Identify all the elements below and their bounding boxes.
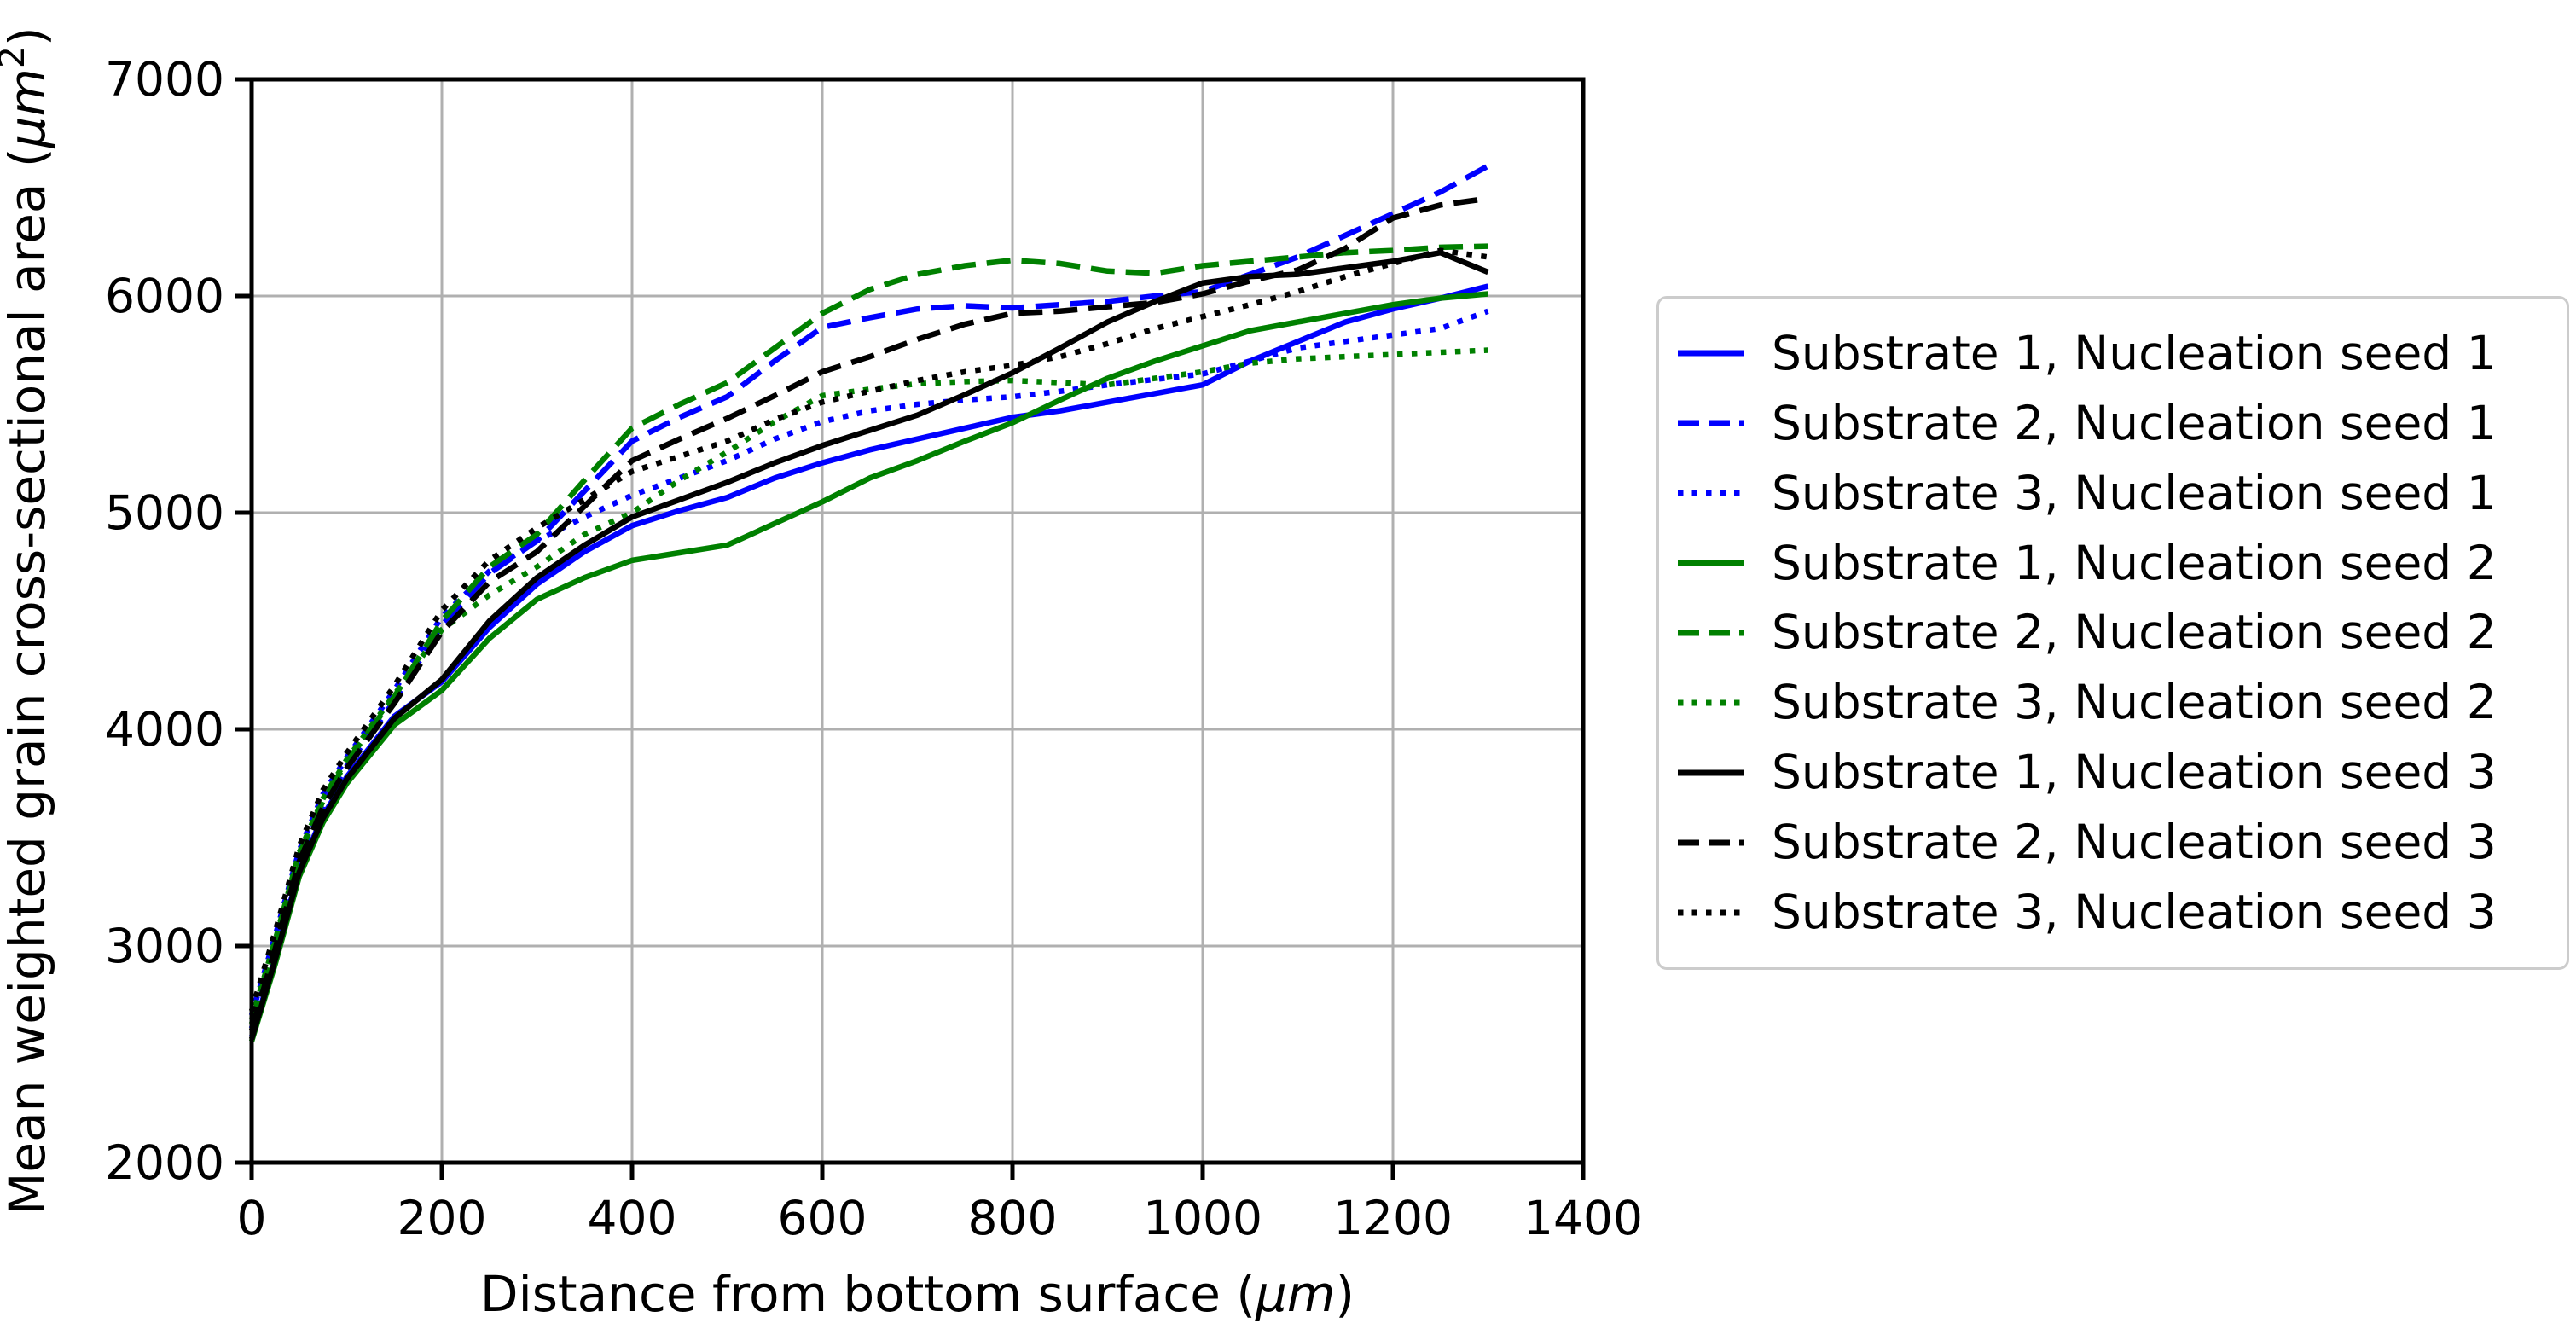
legend-item-label: Substrate 1, Nucleation seed 2 xyxy=(1772,535,2497,590)
legend-item-7: Substrate 1, Nucleation seed 3 xyxy=(1676,749,2558,796)
y-tick-label: 2000 xyxy=(105,1135,224,1190)
y-tick-label: 6000 xyxy=(105,269,224,323)
x-tick-label: 1000 xyxy=(1143,1191,1262,1245)
y-tick-label: 7000 xyxy=(105,52,224,107)
y-tick-label: 5000 xyxy=(105,485,224,540)
legend-item-3: Substrate 3, Nucleation seed 1 xyxy=(1676,465,2558,520)
x-tick-label: 0 xyxy=(237,1191,267,1245)
series-line-5 xyxy=(248,243,1488,1025)
series-line-7 xyxy=(248,249,1489,1041)
legend-item-6: Substrate 3, Nucleation seed 2 xyxy=(1676,679,2558,726)
legend-line-sample-1 xyxy=(1678,350,1744,357)
legend-item-9: Substrate 3, Nucleation seed 3 xyxy=(1676,889,2558,936)
x-tick-label: 1200 xyxy=(1333,1191,1453,1245)
legend-line-sample-9 xyxy=(1678,909,1744,916)
plot-border xyxy=(249,77,1586,1165)
series-line-9 xyxy=(248,247,1488,1013)
y-axis-label: Mean weighted grain cross-sectional area… xyxy=(0,26,56,1215)
x-tick-label: 1400 xyxy=(1523,1191,1643,1245)
axes-ticks xyxy=(235,77,1586,1180)
series-line-3 xyxy=(248,308,1489,1017)
legend-line-sample-6 xyxy=(1678,699,1744,706)
legend-line-sample-7 xyxy=(1678,769,1744,776)
x-tick-label: 600 xyxy=(778,1191,867,1245)
legend-item-2: Substrate 2, Nucleation seed 1 xyxy=(1676,395,2558,450)
legend: Substrate 1, Nucleation seed 1 Substrate … xyxy=(1656,296,2569,970)
y-tick-label: 4000 xyxy=(105,702,224,757)
x-tick-label: 400 xyxy=(588,1191,677,1245)
legend-line-sample-3 xyxy=(1678,490,1744,496)
series-line-4 xyxy=(248,291,1488,1042)
legend-item-label: Substrate 2, Nucleation seed 1 xyxy=(1772,395,2497,450)
legend-line-sample-5 xyxy=(1678,630,1744,636)
legend-item-5: Substrate 2, Nucleation seed 2 xyxy=(1676,609,2558,656)
x-tick-label: 200 xyxy=(397,1191,487,1245)
series-line-8 xyxy=(248,195,1488,1031)
legend-item-label: Substrate 3, Nucleation seed 1 xyxy=(1772,465,2497,520)
legend-item-1: Substrate 1, Nucleation seed 1 xyxy=(1676,325,2558,380)
legend-item-4: Substrate 1, Nucleation seed 2 xyxy=(1676,535,2558,590)
legend-item-label: Substrate 3, Nucleation seed 2 xyxy=(1772,675,2497,730)
tick-labels: 0 200 400 600 800 1000 1200 1400 2000 3000 4000 500… xyxy=(105,52,1643,1245)
x-axis-label: Distance from bottom surface (μm) xyxy=(480,1265,1355,1323)
legend-line-sample-4 xyxy=(1678,560,1744,566)
legend-item-label: Substrate 3, Nucleation seed 3 xyxy=(1772,885,2497,940)
legend-item-label: Substrate 2, Nucleation seed 3 xyxy=(1772,815,2497,870)
x-tick-label: 800 xyxy=(968,1191,1058,1245)
series-lines xyxy=(248,163,1490,1042)
series-line-1 xyxy=(248,283,1489,1038)
series-line-6 xyxy=(248,347,1488,1021)
legend-item-label: Substrate 1, Nucleation seed 3 xyxy=(1772,745,2497,800)
legend-line-sample-8 xyxy=(1678,839,1744,846)
legend-line-sample-2 xyxy=(1678,420,1744,426)
legend-item-label: Substrate 1, Nucleation seed 1 xyxy=(1772,325,2497,380)
legend-item-label: Substrate 2, Nucleation seed 2 xyxy=(1772,605,2497,660)
y-tick-label: 3000 xyxy=(105,919,224,973)
legend-item-8: Substrate 2, Nucleation seed 3 xyxy=(1676,819,2558,866)
